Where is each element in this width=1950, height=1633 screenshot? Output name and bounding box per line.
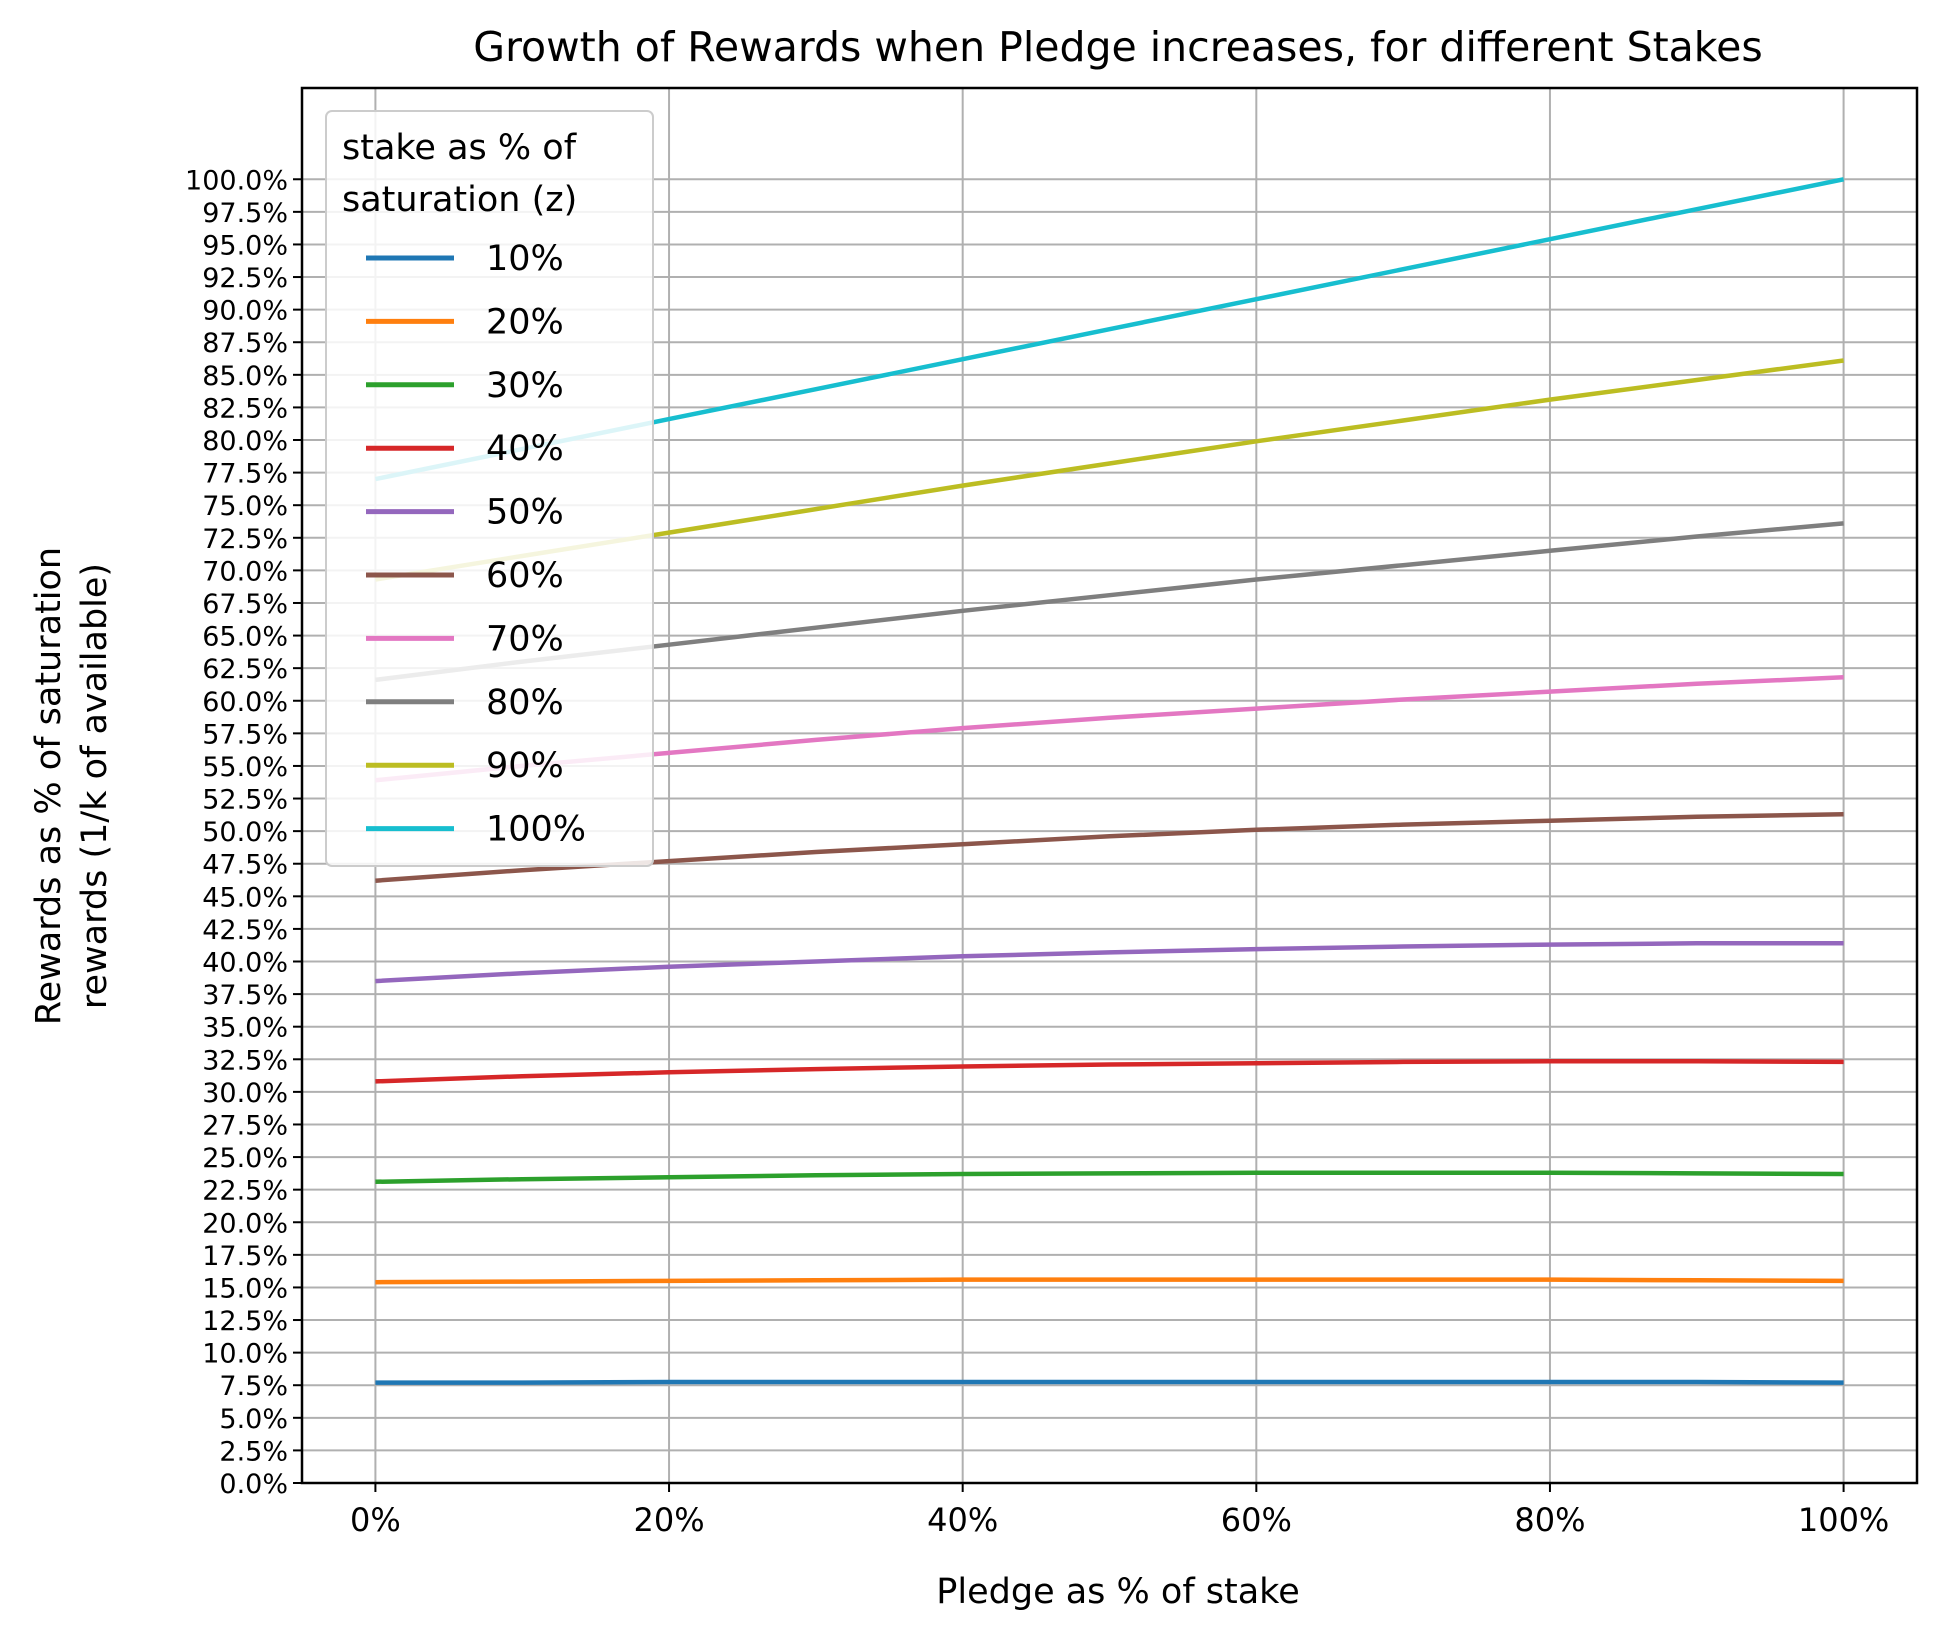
x-tick-label: 0% xyxy=(350,1501,401,1539)
legend-label: 70% xyxy=(486,619,564,659)
x-tick-label: 20% xyxy=(633,1501,704,1539)
y-tick-label: 32.5% xyxy=(202,1045,288,1076)
y-tick-label: 22.5% xyxy=(202,1176,288,1207)
y-tick-label: 62.5% xyxy=(202,654,288,685)
series-line-20pct xyxy=(375,1277,1844,1285)
y-tick-label: 92.5% xyxy=(202,263,288,294)
series-line-30pct xyxy=(375,1170,1844,1185)
y-tick-label: 85.0% xyxy=(202,361,288,392)
x-tick-label: 100% xyxy=(1798,1501,1889,1539)
legend-label: 10% xyxy=(486,239,564,279)
y-tick-label: 5.0% xyxy=(219,1404,288,1435)
legend-label: 30% xyxy=(486,366,564,406)
legend-label: 60% xyxy=(486,556,564,596)
x-axis-label: Pledge as % of stake xyxy=(936,1572,1299,1612)
x-tick-label: 40% xyxy=(927,1501,998,1539)
y-tick-label: 45.0% xyxy=(202,882,288,913)
y-axis-label-line: rewards (1/k of available) xyxy=(75,563,115,1009)
y-tick-label: 7.5% xyxy=(219,1371,288,1402)
y-tick-label: 17.5% xyxy=(202,1241,288,1272)
x-axis-ticks: 0% 20% 40% 60% 80% 100% xyxy=(350,1483,1889,1539)
y-tick-label: 10.0% xyxy=(202,1339,288,1370)
y-tick-label: 15.0% xyxy=(202,1273,288,1304)
y-tick-label: 35.0% xyxy=(202,1013,288,1044)
y-tick-label: 60.0% xyxy=(202,687,288,718)
y-tick-label: 80.0% xyxy=(202,426,288,457)
y-tick-label: 40.0% xyxy=(202,948,288,979)
y-tick-label: 82.5% xyxy=(202,393,288,424)
y-tick-label: 87.5% xyxy=(202,328,288,359)
legend-entries: 10% 20% 30% 40% 50% 60% 70% 80% 90% 100% xyxy=(366,239,586,850)
legend-box xyxy=(325,110,654,867)
y-tick-label: 67.5% xyxy=(202,589,288,620)
chart-title: Growth of Rewards when Pledge increases,… xyxy=(473,23,1762,71)
legend-label: 100% xyxy=(486,810,586,850)
series-line-50pct xyxy=(375,941,1844,984)
y-tick-label: 52.5% xyxy=(202,785,288,816)
y-tick-label: 97.5% xyxy=(202,198,288,229)
y-tick-label: 95.0% xyxy=(202,230,288,261)
y-axis-label: Rewards as % of saturation rewards (1/k o… xyxy=(29,547,115,1025)
legend-title-line: saturation (z) xyxy=(342,180,577,220)
y-tick-label: 20.0% xyxy=(202,1208,288,1239)
x-tick-label: 60% xyxy=(1221,1501,1292,1539)
grid xyxy=(302,88,1917,1484)
legend-label: 40% xyxy=(486,429,564,469)
y-tick-label: 25.0% xyxy=(202,1143,288,1174)
y-tick-label: 12.5% xyxy=(202,1306,288,1337)
y-tick-label: 50.0% xyxy=(202,817,288,848)
y-tick-label: 72.5% xyxy=(202,524,288,555)
legend-label: 80% xyxy=(486,683,564,723)
y-tick-label: 70.0% xyxy=(202,556,288,587)
series-line-10pct xyxy=(375,1379,1844,1385)
x-tick-label: 80% xyxy=(1514,1501,1585,1539)
y-tick-label: 75.0% xyxy=(202,491,288,522)
y-tick-label: 77.5% xyxy=(202,459,288,490)
legend: stake as % of saturation (z) 10% 20% 30% 40%… xyxy=(325,110,654,867)
plot-frame xyxy=(300,86,1919,1485)
series-line-40pct xyxy=(375,1058,1844,1084)
legend-title: stake as % of saturation (z) xyxy=(342,128,577,220)
legend-label: 20% xyxy=(486,302,564,342)
y-tick-label: 90.0% xyxy=(202,296,288,327)
legend-label: 90% xyxy=(486,746,564,786)
y-axis-ticks: 0.0%2.5%5.0%7.5%10.0%12.5%15.0%17.5%20.0… xyxy=(185,165,302,1500)
y-tick-label: 65.0% xyxy=(202,622,288,653)
y-tick-label: 27.5% xyxy=(202,1110,288,1141)
y-tick-label: 100.0% xyxy=(185,165,288,196)
y-tick-label: 0.0% xyxy=(219,1469,288,1500)
y-tick-label: 47.5% xyxy=(202,850,288,881)
y-tick-label: 55.0% xyxy=(202,752,288,783)
y-axis-label-line: Rewards as % of saturation xyxy=(29,547,69,1025)
y-tick-label: 42.5% xyxy=(202,915,288,946)
legend-title-line: stake as % of xyxy=(342,128,577,168)
y-tick-label: 37.5% xyxy=(202,980,288,1011)
y-tick-label: 30.0% xyxy=(202,1078,288,1109)
y-tick-label: 2.5% xyxy=(219,1436,288,1467)
y-tick-label: 57.5% xyxy=(202,719,288,750)
legend-label: 50% xyxy=(486,493,564,533)
